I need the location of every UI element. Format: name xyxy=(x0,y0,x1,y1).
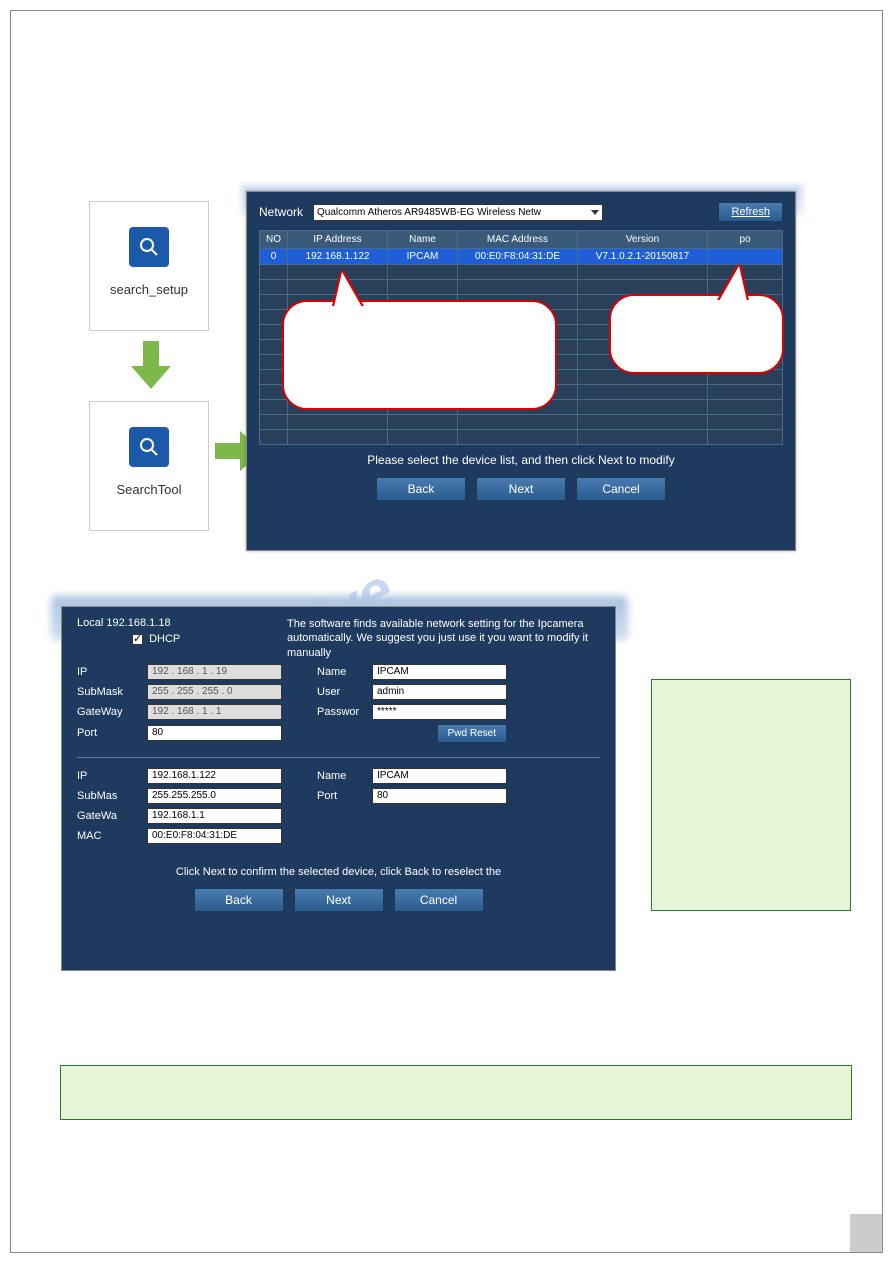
cell-version: V7.1.0.2.1-20150817 xyxy=(578,249,708,265)
section-top: Local 192.168.1.18 DHCP The software fin… xyxy=(77,617,600,757)
ip-label: IP xyxy=(77,666,147,678)
adapter-value: Qualcomm Atheros AR9485WB-EG Wireless Ne… xyxy=(317,207,541,218)
user-field[interactable]: admin xyxy=(372,684,507,700)
cancel-button[interactable]: Cancel xyxy=(394,888,484,912)
ip-field[interactable]: 192 . 168 . 1 . 19 xyxy=(147,664,282,680)
magnifier-icon xyxy=(129,427,169,467)
back-button[interactable]: Back xyxy=(194,888,284,912)
network-row: Network Qualcomm Atheros AR9485WB-EG Wir… xyxy=(259,202,783,222)
port-label: Port xyxy=(77,727,147,739)
gateway-label: GateWa xyxy=(77,810,147,822)
next-button[interactable]: Next xyxy=(294,888,384,912)
network-label: Network xyxy=(259,205,303,219)
icon-searchtool[interactable]: SearchTool xyxy=(89,401,209,531)
green-annotation-box xyxy=(651,679,851,911)
name-label: Name xyxy=(317,770,372,782)
network-config-window: Local 192.168.1.18 DHCP The software fin… xyxy=(61,606,616,971)
local-ip-label: Local 192.168.1.18 xyxy=(77,617,267,629)
cell-no: 0 xyxy=(260,249,288,265)
page-corner xyxy=(850,1214,882,1252)
col-ip: IP Address xyxy=(288,231,388,249)
network-adapter-select[interactable]: Qualcomm Atheros AR9485WB-EG Wireless Ne… xyxy=(313,204,603,221)
submask-label: SubMask xyxy=(77,686,147,698)
green-annotation-box xyxy=(60,1065,852,1120)
name-field[interactable]: IPCAM xyxy=(372,664,507,680)
cell-mac: 00:E0:F8:04:31:DE xyxy=(458,249,578,265)
gateway-field[interactable]: 192 . 168 . 1 . 1 xyxy=(147,704,282,720)
icon-label: search_setup xyxy=(90,282,208,297)
ip-label: IP xyxy=(77,770,147,782)
gateway-label: GateWay xyxy=(77,706,147,718)
table-row[interactable] xyxy=(260,415,783,430)
info-text: The software finds available network set… xyxy=(287,617,600,660)
port-label: Port xyxy=(317,790,372,802)
submask-field-2[interactable]: 255.255.255.0 xyxy=(147,788,282,804)
icon-search-setup[interactable]: search_setup xyxy=(89,201,209,331)
password-field[interactable]: ***** xyxy=(372,704,507,720)
col-version: Version xyxy=(578,231,708,249)
dhcp-label: DHCP xyxy=(149,633,180,645)
submask-label: SubMas xyxy=(77,790,147,802)
name-label: Name xyxy=(317,666,372,678)
port-field[interactable]: 80 xyxy=(147,725,282,741)
cell-ip: 192.168.1.122 xyxy=(288,249,388,265)
col-no: NO xyxy=(260,231,288,249)
callout-right xyxy=(609,294,784,374)
callout-tail xyxy=(334,272,362,307)
button-row: Back Next Cancel xyxy=(259,477,783,501)
magnifier-icon xyxy=(129,227,169,267)
cell-port xyxy=(708,249,783,265)
gateway-field-2[interactable]: 192.168.1.1 xyxy=(147,808,282,824)
user-label: User xyxy=(317,686,372,698)
col-mac: MAC Address xyxy=(458,231,578,249)
button-row: Back Next Cancel xyxy=(77,888,600,912)
prompt-text: Click Next to confirm the selected devic… xyxy=(77,866,600,878)
dhcp-checkbox[interactable] xyxy=(132,634,143,645)
pwd-reset-button[interactable]: Pwd Reset xyxy=(437,724,507,743)
table-row[interactable] xyxy=(260,430,783,445)
port-field-2[interactable]: 80 xyxy=(372,788,507,804)
page-frame: m ive n a search_setup SearchTool Networ… xyxy=(10,10,883,1253)
submask-field[interactable]: 255 . 255 . 255 . 0 xyxy=(147,684,282,700)
callout-tail xyxy=(719,266,747,301)
ip-field-2[interactable]: 192.168.1.122 xyxy=(147,768,282,784)
next-button[interactable]: Next xyxy=(476,477,566,501)
back-button[interactable]: Back xyxy=(376,477,466,501)
arrow-down-icon xyxy=(131,341,171,391)
icon-label: SearchTool xyxy=(90,482,208,497)
col-port: po xyxy=(708,231,783,249)
section-bottom: IP 192.168.1.122 Name IPCAM SubMas 255.2… xyxy=(77,757,600,858)
cell-name: IPCAM xyxy=(388,249,458,265)
password-label: Passwor xyxy=(317,706,372,718)
name-field-2[interactable]: IPCAM xyxy=(372,768,507,784)
mac-field[interactable]: 00:E0:F8:04:31:DE xyxy=(147,828,282,844)
refresh-button[interactable]: Refresh xyxy=(718,202,783,222)
dropdown-icon xyxy=(591,210,599,215)
prompt-text: Please select the device list, and then … xyxy=(259,453,783,467)
mac-label: MAC xyxy=(77,830,147,842)
table-row[interactable]: 0 192.168.1.122 IPCAM 00:E0:F8:04:31:DE … xyxy=(260,249,783,265)
col-name: Name xyxy=(388,231,458,249)
table-header-row: NO IP Address Name MAC Address Version p… xyxy=(260,231,783,249)
cancel-button[interactable]: Cancel xyxy=(576,477,666,501)
device-list-window: Network Qualcomm Atheros AR9485WB-EG Wir… xyxy=(246,191,796,551)
callout-left xyxy=(282,300,557,410)
